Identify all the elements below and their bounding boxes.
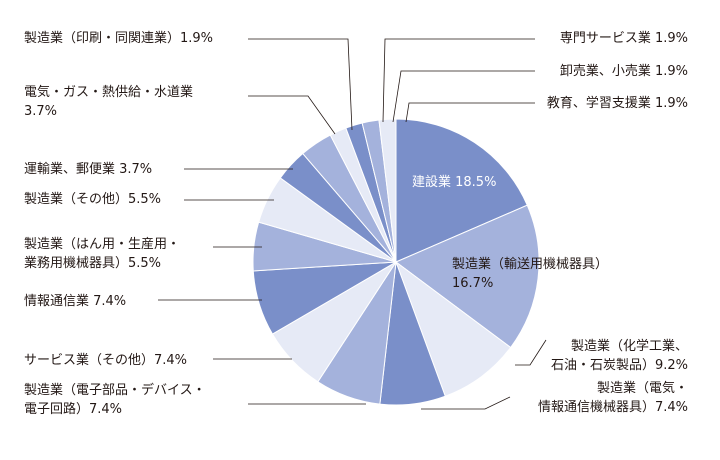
slice-label-5: サービス業（その他）7.4%	[24, 352, 187, 368]
pie-slice-1	[395, 204, 540, 349]
leader-line-11	[248, 38, 353, 131]
leader-line-13	[392, 70, 535, 123]
slice-label-8: 製造業（その他）5.5%	[24, 191, 161, 207]
slice-label-7: 製造業（はん用・生産用・業務用機械器具）5.5%	[24, 236, 180, 271]
slice-label-2: 製造業（化学工業、石油・石炭製品）9.2%	[551, 338, 688, 373]
slice-label-14: 教育、学習支援業 1.9%	[547, 95, 688, 111]
leader-line-10	[248, 95, 336, 135]
slice-label-10: 電気・ガス・熱供給・水道業 3.7%	[24, 84, 193, 119]
slice-label-1: 製造業（輸送用機械器具） 16.7%	[452, 256, 608, 291]
slice-label-6: 情報通信業 7.4%	[24, 293, 126, 309]
pie-slices	[252, 118, 540, 406]
pie-slice-0	[395, 118, 528, 263]
slice-labels: 建設業 18.5% 製造業（輸送用機械器具） 16.7% 製造業（化学工業、石油・石炭…	[24, 30, 688, 417]
slice-label-13: 卸売業、小売業 1.9%	[560, 63, 688, 79]
leader-line-3	[421, 396, 511, 410]
slice-label-4: 製造業（電子部品・デバイス・電子回路）7.4%	[24, 382, 206, 417]
leader-line-2	[515, 339, 547, 366]
slice-label-3: 製造業（電気・情報通信機械器具）7.4%	[538, 380, 688, 415]
leader-line-12	[382, 38, 535, 123]
pie-slice-2	[394, 260, 512, 397]
leader-line-14	[405, 102, 535, 123]
slice-label-11: 製造業（印刷・同関連業）1.9%	[24, 30, 213, 46]
slice-label-12: 専門サービス業 1.9%	[560, 30, 688, 46]
slice-label-9: 運輸業、郵便業 3.7%	[24, 161, 152, 177]
slice-label-0: 建設業 18.5%	[412, 174, 496, 190]
leader-lines	[158, 38, 547, 410]
pie-slice-14	[378, 118, 397, 263]
